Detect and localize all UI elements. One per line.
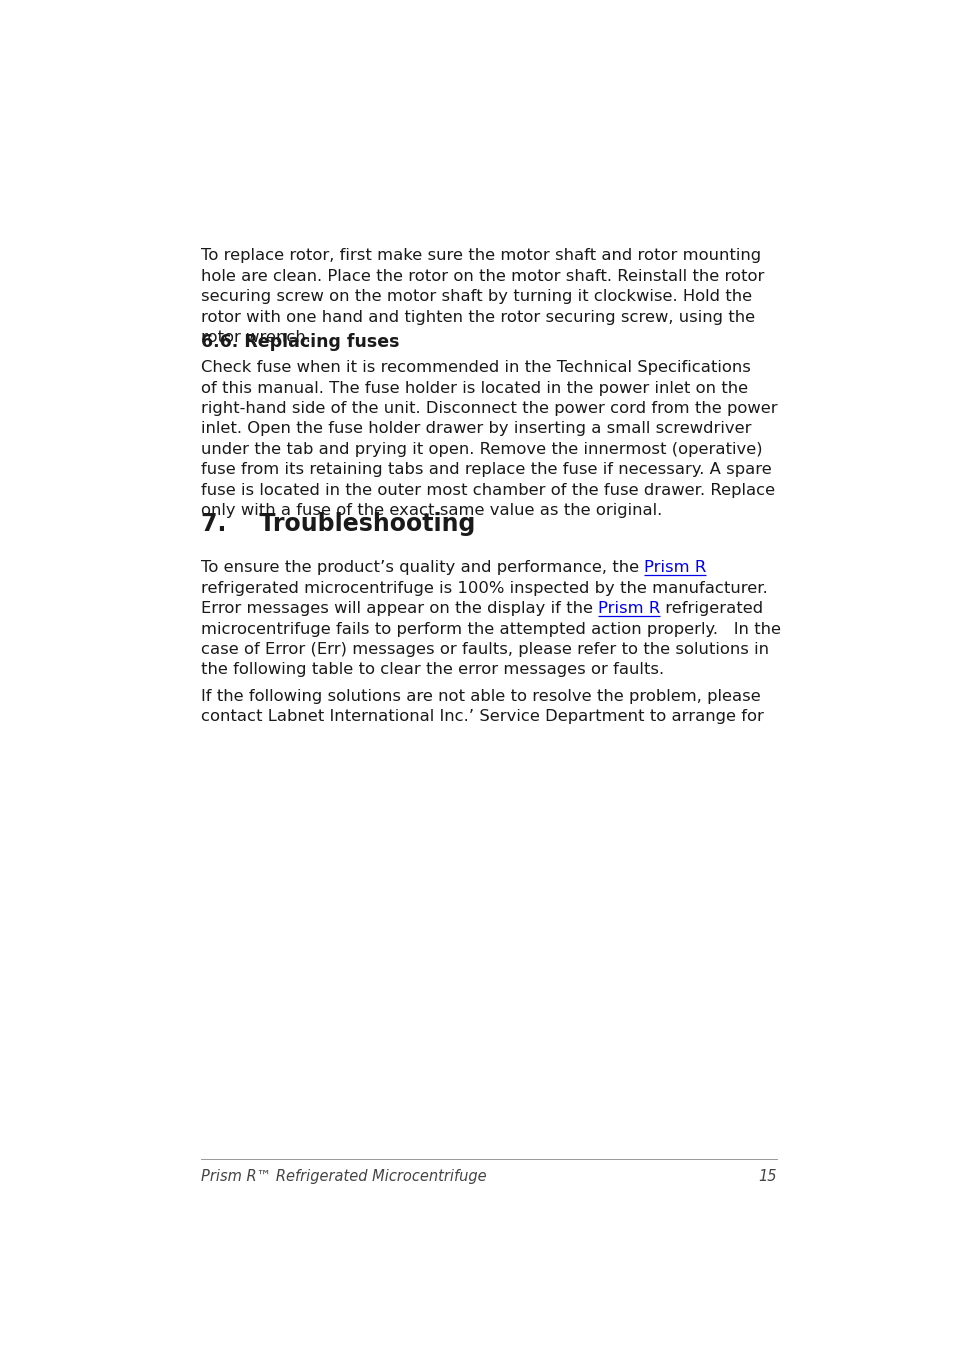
Text: case of Error (Err) messages or faults, please refer to the solutions in: case of Error (Err) messages or faults, … xyxy=(200,642,768,657)
Text: refrigerated microcentrifuge is 100% inspected by the manufacturer.: refrigerated microcentrifuge is 100% ins… xyxy=(200,581,766,596)
Text: inlet. Open the fuse holder drawer by inserting a small screwdriver: inlet. Open the fuse holder drawer by in… xyxy=(200,422,750,437)
Text: 7.    Troubleshooting: 7. Troubleshooting xyxy=(200,512,475,535)
Text: right-hand side of the unit. Disconnect the power cord from the power: right-hand side of the unit. Disconnect … xyxy=(200,402,777,416)
Text: hole are clean. Place the rotor on the motor shaft. Reinstall the rotor: hole are clean. Place the rotor on the m… xyxy=(200,269,763,284)
Text: under the tab and prying it open. Remove the innermost (operative): under the tab and prying it open. Remove… xyxy=(200,442,761,457)
Text: If the following solutions are not able to resolve the problem, please: If the following solutions are not able … xyxy=(200,690,760,704)
Text: fuse is located in the outer most chamber of the fuse drawer. Replace: fuse is located in the outer most chambe… xyxy=(200,483,774,498)
Text: refrigerated: refrigerated xyxy=(659,602,762,617)
Text: Error messages will appear on the display if the: Error messages will appear on the displa… xyxy=(200,602,598,617)
Text: microcentrifuge fails to perform the attempted action properly.   In the: microcentrifuge fails to perform the att… xyxy=(200,622,780,637)
Text: 6.6. Replacing fuses: 6.6. Replacing fuses xyxy=(200,333,398,352)
Text: of this manual. The fuse holder is located in the power inlet on the: of this manual. The fuse holder is locat… xyxy=(200,380,747,396)
Text: To replace rotor, first make sure the motor shaft and rotor mounting: To replace rotor, first make sure the mo… xyxy=(200,249,760,264)
Text: only with a fuse of the exact same value as the original.: only with a fuse of the exact same value… xyxy=(200,503,661,518)
Text: Prism R: Prism R xyxy=(598,602,659,617)
Text: contact Labnet International Inc.’ Service Department to arrange for: contact Labnet International Inc.’ Servi… xyxy=(200,710,762,725)
Text: Check fuse when it is recommended in the Technical Specifications: Check fuse when it is recommended in the… xyxy=(200,360,750,375)
Text: fuse from its retaining tabs and replace the fuse if necessary. A spare: fuse from its retaining tabs and replace… xyxy=(200,462,771,477)
Text: Prism R: Prism R xyxy=(643,560,705,576)
Text: 15: 15 xyxy=(758,1169,777,1184)
Text: rotor wrench.: rotor wrench. xyxy=(200,330,310,345)
Text: Prism R™ Refrigerated Microcentrifuge: Prism R™ Refrigerated Microcentrifuge xyxy=(200,1169,486,1184)
Text: To ensure the product’s quality and performance, the: To ensure the product’s quality and perf… xyxy=(200,560,643,576)
Text: securing screw on the motor shaft by turning it clockwise. Hold the: securing screw on the motor shaft by tur… xyxy=(200,289,751,304)
Text: the following table to clear the error messages or faults.: the following table to clear the error m… xyxy=(200,662,663,677)
Text: rotor with one hand and tighten the rotor securing screw, using the: rotor with one hand and tighten the roto… xyxy=(200,310,754,324)
